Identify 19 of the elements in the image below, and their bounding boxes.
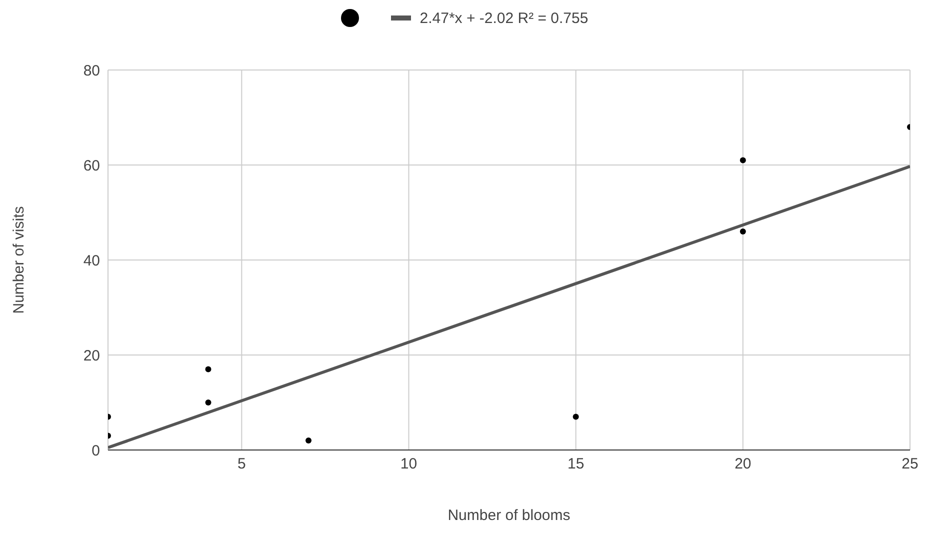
legend-label: 2.47*x + -2.02 R² = 0.755 xyxy=(420,10,588,26)
x-tick-label: 20 xyxy=(734,456,752,473)
x-tick-label: 25 xyxy=(902,456,918,473)
y-tick-label: 40 xyxy=(83,252,100,270)
point xyxy=(740,157,746,164)
y-axis-title: Number of visits xyxy=(10,206,28,314)
point xyxy=(306,438,312,444)
point xyxy=(572,414,579,420)
y-tick-label: 20 xyxy=(83,347,100,364)
x-axis-title: Number of blooms xyxy=(448,507,570,524)
y-tick-label: 0 xyxy=(92,442,100,460)
x-tick-label: 10 xyxy=(400,456,418,473)
point xyxy=(205,366,212,372)
x-tick-label: 15 xyxy=(567,456,584,473)
point xyxy=(205,400,212,406)
y-tick-label: 60 xyxy=(83,157,100,174)
point xyxy=(740,228,746,234)
x-tick-label: 5 xyxy=(237,456,246,473)
y-tick-label: 80 xyxy=(83,62,100,80)
